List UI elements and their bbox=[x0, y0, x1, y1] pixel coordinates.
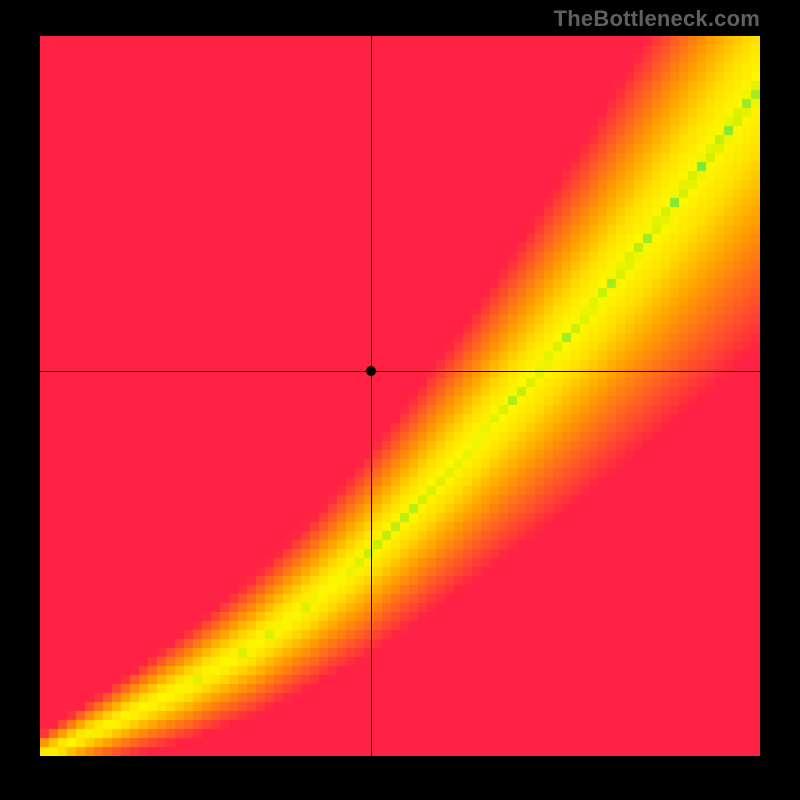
plot-area bbox=[40, 36, 760, 756]
watermark-text: TheBottleneck.com bbox=[554, 6, 760, 32]
figure-root: TheBottleneck.com bbox=[0, 0, 800, 800]
heatmap-canvas bbox=[40, 36, 760, 756]
